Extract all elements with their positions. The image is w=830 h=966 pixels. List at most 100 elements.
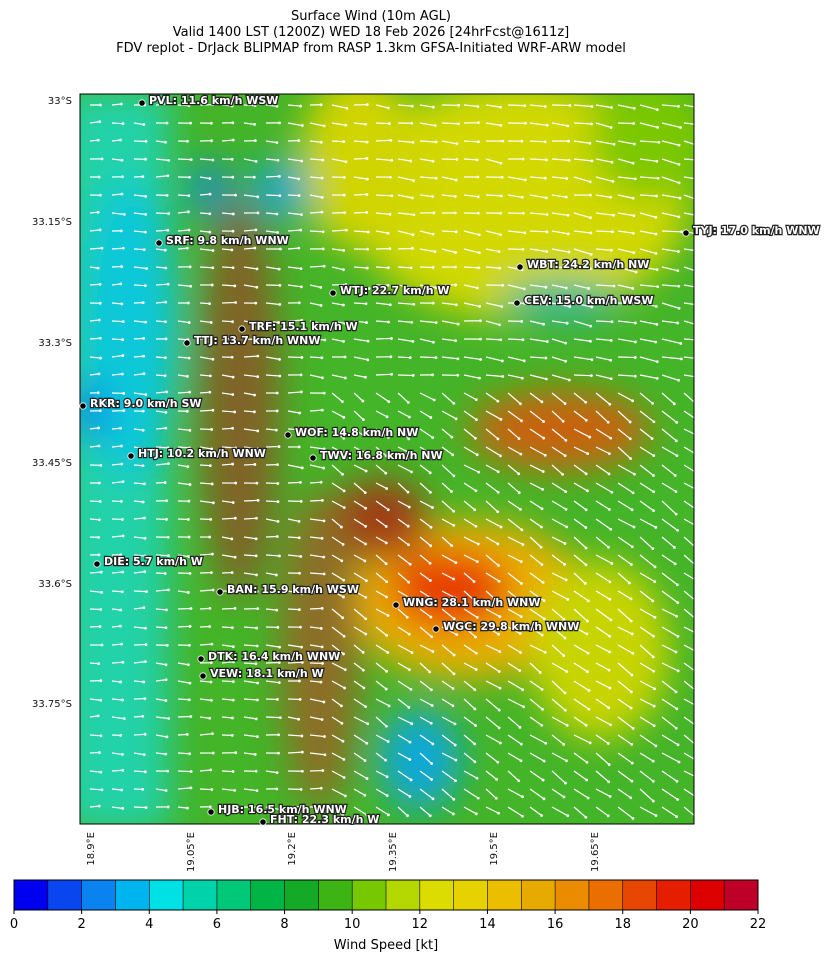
wind-arrow-head [523, 231, 526, 234]
wind-arrow-head [119, 681, 122, 684]
colorbar-tick-label: 12 [412, 917, 429, 932]
wind-arrow-head [632, 122, 635, 125]
wind-arrow-head [101, 157, 104, 160]
wind-arrow-head [521, 543, 524, 546]
wind-arrow-head [186, 807, 189, 810]
wind-arrow-head [364, 617, 367, 620]
wind-arrow-head [652, 800, 655, 803]
wind-arrow-head [409, 160, 412, 163]
wind-arrow-head [673, 546, 676, 549]
wind-arrow-head [587, 797, 590, 800]
wind-arrow-head [142, 501, 145, 504]
station-label: TTJ: 13.7 km/h WNW [194, 334, 320, 347]
wind-arrow [200, 392, 210, 393]
wind-arrow-head [473, 742, 476, 745]
wind-arrow-head [275, 787, 278, 790]
wind-arrow [310, 608, 322, 609]
wind-arrow-head [700, 178, 703, 181]
wind-arrow-head [144, 231, 147, 234]
wind-arrow-head [121, 193, 124, 196]
wind-arrow-head [122, 392, 125, 395]
wind-arrow-head [385, 562, 388, 565]
wind-arrow [90, 609, 101, 610]
wind-arrow-head [630, 743, 633, 746]
wind-arrow-head [321, 718, 324, 721]
wind-arrow-head [674, 474, 677, 477]
wind-arrow-head [121, 175, 124, 178]
wind-arrow-head [696, 601, 699, 604]
wind-arrow-head [656, 323, 659, 326]
station-label: WNG: 28.1 km/h WNW [403, 596, 541, 609]
wind-arrow-head [342, 579, 345, 582]
wind-arrow-head [208, 536, 211, 539]
wind-arrow-head [541, 507, 544, 510]
wind-arrow-head [323, 265, 326, 268]
wind-arrow-head [476, 159, 479, 162]
colorbar-cell [487, 880, 521, 910]
wind-arrow-head [563, 542, 566, 545]
wind-arrow [288, 248, 299, 249]
station-dot [217, 589, 223, 595]
wind-arrow-head [655, 814, 658, 817]
wind-arrow-head [678, 307, 681, 310]
wind-arrow-head [478, 251, 481, 254]
wind-arrow-head [231, 393, 234, 396]
wind-arrow-head [98, 372, 101, 375]
wind-arrow-head [545, 196, 548, 199]
wind-arrow-head [607, 780, 610, 783]
wind-arrow-head [610, 491, 613, 494]
wind-arrow [310, 357, 322, 358]
wind-arrow-head [652, 780, 655, 783]
station-label: BAN: 15.9 km/h WSW [227, 583, 359, 596]
wind-arrow-head [586, 452, 589, 455]
wind-arrow-head [677, 250, 680, 253]
station-label: RKR: 9.0 km/h SW [90, 397, 202, 410]
wind-arrow-head [409, 356, 412, 359]
station-label: CEV: 15.0 km/h WSW [524, 294, 653, 307]
station-dot [184, 340, 190, 346]
wind-arrow-head [609, 687, 612, 690]
wind-arrow-head [699, 761, 702, 764]
wind-arrow-head [411, 340, 414, 343]
wind-arrow-head [164, 427, 167, 430]
wind-arrow-head [142, 606, 145, 609]
wind-arrow-head [323, 125, 326, 128]
wind-arrow-head [278, 175, 281, 178]
wind-arrow-head [189, 715, 192, 718]
wind-arrow-head [297, 177, 300, 180]
wind-arrow [222, 428, 233, 429]
wind-arrow-head [651, 437, 654, 440]
wind-arrow [134, 249, 144, 250]
wind-arrow-head [653, 705, 656, 708]
wind-arrow-head [188, 176, 191, 179]
wind-arrow-head [676, 454, 679, 457]
wind-arrow-head [406, 616, 409, 619]
wind-arrow-head [476, 286, 479, 289]
wind-arrow-head [277, 733, 280, 736]
wind-arrow-head [166, 122, 169, 125]
station-label: PVL: 11.6 km/h WSW [149, 94, 278, 107]
wind-arrow-head [498, 250, 501, 253]
wind-arrow-head [322, 230, 325, 233]
wind-arrow-head [342, 543, 345, 546]
wind-arrow-head [98, 120, 101, 123]
wind-arrow [398, 267, 411, 268]
wind-arrow-head [212, 589, 215, 592]
colorbar-cell [521, 880, 555, 910]
wind-arrow-head [300, 160, 303, 163]
wind-arrow-head [366, 358, 369, 361]
wind-arrow-head [521, 377, 524, 380]
wind-arrow [486, 195, 501, 196]
wind-arrow-head [700, 324, 703, 327]
wind-arrow-head [634, 341, 637, 344]
wind-arrow-head [279, 284, 282, 287]
wind-arrow-head [363, 794, 366, 797]
wind-arrow-head [385, 580, 388, 583]
wind-arrow-head [365, 211, 368, 214]
wind-arrow-head [300, 500, 303, 503]
wind-arrow-head [700, 145, 703, 148]
wind-arrow-head [698, 798, 701, 801]
wind-arrow-head [432, 302, 435, 305]
wind-arrow-head [568, 104, 571, 107]
wind-arrow-head [565, 177, 568, 180]
